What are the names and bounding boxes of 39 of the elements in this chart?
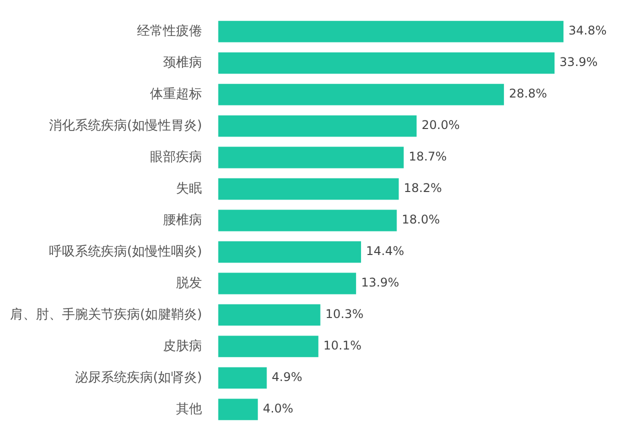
data-label: 14.4%	[366, 244, 404, 258]
bar	[218, 272, 356, 294]
y-tick-label: 经常性疲倦	[137, 24, 202, 39]
data-label: 10.1%	[323, 338, 362, 353]
bar	[218, 241, 362, 263]
bar	[218, 398, 258, 420]
data-label: 18.7%	[408, 150, 447, 164]
y-tick-label: 脱发	[176, 276, 202, 291]
data-label: 18.0%	[402, 212, 440, 227]
bar	[218, 336, 318, 358]
y-tick-label: 腰椎病	[163, 212, 202, 228]
y-tick-label: 颈椎病	[163, 55, 202, 70]
y-tick-label: 失眠	[176, 181, 202, 196]
bar	[218, 210, 397, 232]
bar	[218, 52, 555, 74]
y-tick-label: 眼部疾病	[150, 150, 202, 165]
data-label: 4.0%	[262, 402, 294, 416]
y-tick-label: 泌尿系统疾病(如肾炎)	[74, 370, 202, 386]
data-label: 28.8%	[508, 86, 548, 101]
y-tick-label: 体重超标	[150, 86, 202, 102]
bar	[218, 20, 564, 42]
bar	[218, 304, 320, 326]
data-label: 10.3%	[325, 307, 364, 322]
data-label: 33.9%	[560, 55, 598, 70]
bar	[218, 146, 404, 168]
bar	[218, 115, 417, 137]
bar	[218, 367, 267, 389]
data-label: 13.9%	[361, 276, 400, 290]
y-tick-label: 皮肤病	[163, 338, 202, 354]
y-tick-label: 其他	[176, 402, 202, 417]
data-label: 18.2%	[404, 181, 442, 196]
data-label: 34.8%	[568, 24, 607, 38]
bar	[218, 178, 399, 200]
y-tick-label: 呼吸系统疾病(如慢性咽炎)	[48, 244, 202, 260]
y-tick-label: 肩、肘、手腕关节疾病(如腱鞘炎)	[10, 306, 202, 322]
y-tick-label: 消化系统疾病(如慢性胃炎)	[48, 118, 202, 134]
bar	[218, 84, 504, 106]
data-label: 4.9%	[272, 370, 302, 384]
data-label: 20.0%	[422, 118, 460, 132]
